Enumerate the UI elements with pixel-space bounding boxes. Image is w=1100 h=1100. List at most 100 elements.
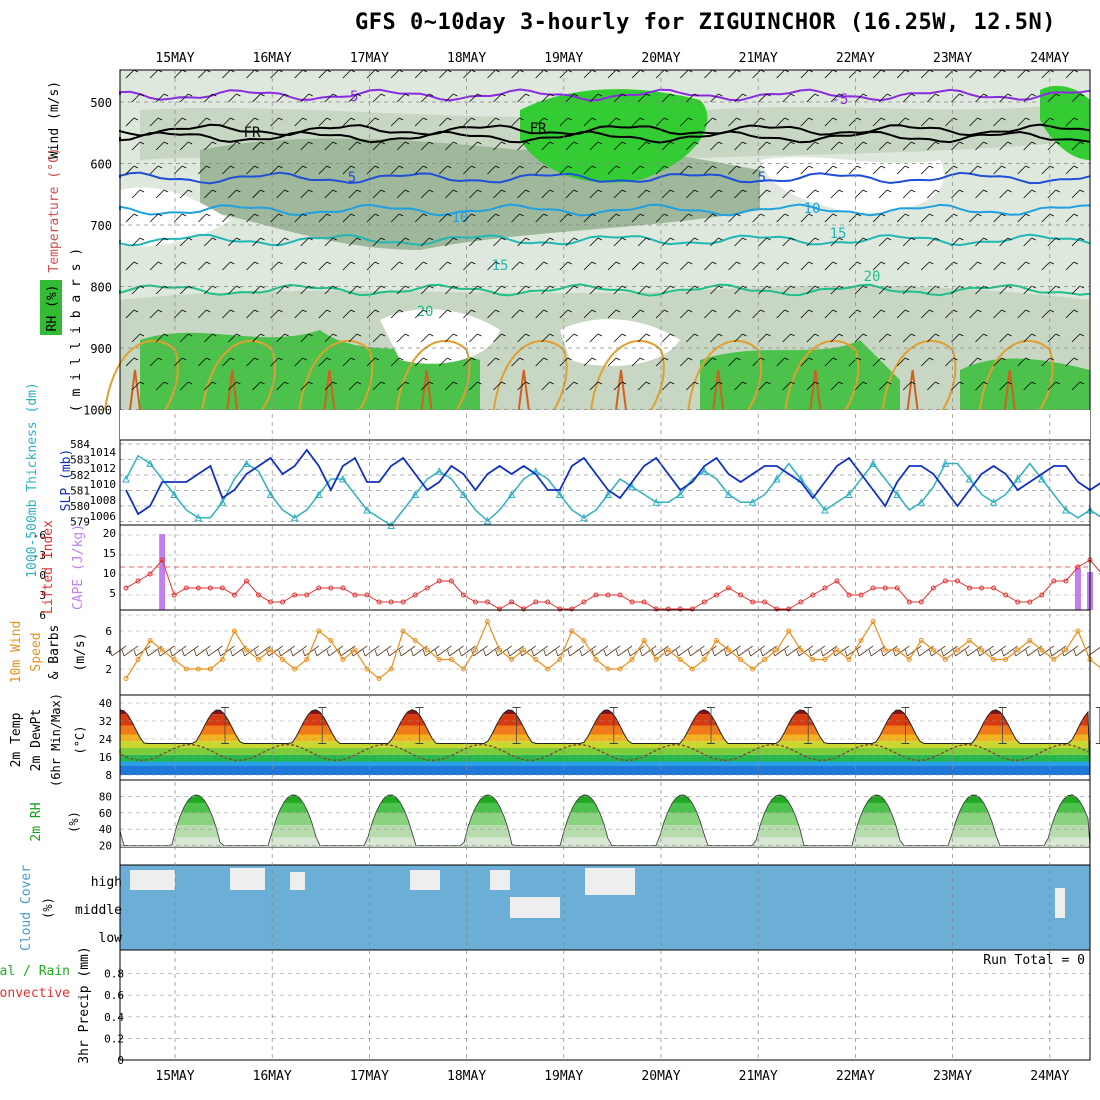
surface-wind-barb xyxy=(738,645,753,657)
surface-wind-barb xyxy=(316,645,332,657)
li-axis-label: Lifted Index xyxy=(41,520,56,614)
surface-wind-barb xyxy=(268,645,283,657)
slp-tick-1014: 1014 xyxy=(90,446,117,459)
wind-speed-point xyxy=(424,647,430,653)
thick-tick-579: 579 xyxy=(70,516,90,529)
surface-wind-barb xyxy=(690,645,705,657)
surface-wind-barb-flag xyxy=(639,649,643,657)
day-label-top-16MAY: 16MAY xyxy=(253,51,292,66)
wind-speed-point xyxy=(400,628,406,634)
precip-tick-0.8: 0.8 xyxy=(104,968,124,981)
surface-wind-barb-flag xyxy=(760,649,764,657)
surface-wind-barb-flag xyxy=(374,649,378,657)
wind-speed-point xyxy=(629,657,635,662)
surface-wind-barb-flag xyxy=(531,649,535,657)
rh-shade-10 xyxy=(380,309,500,364)
surface-wind-barb-flag xyxy=(157,649,161,657)
surface-wind-barb xyxy=(123,645,139,657)
surface-wind-barb xyxy=(979,645,994,657)
thickness-point xyxy=(339,474,347,483)
wind-speed-point xyxy=(942,657,948,662)
wind-speed-point xyxy=(858,638,864,643)
cloud-level-high: high xyxy=(91,875,122,890)
wind-speed-point xyxy=(581,638,587,643)
wind-speed-point xyxy=(1015,647,1021,653)
surface-wind-barb xyxy=(557,645,573,657)
temp-contour-6 xyxy=(119,283,1091,297)
surface-wind-barb xyxy=(931,645,946,657)
rh2m-axis-label: 2m RH xyxy=(29,802,44,841)
precip-frame xyxy=(119,949,1091,1061)
thickness-point xyxy=(459,490,468,498)
day-label-top-21MAY: 21MAY xyxy=(739,51,778,66)
li-point xyxy=(569,606,575,612)
temp-band-1 xyxy=(120,761,1090,766)
cloud-gap-7 xyxy=(1055,888,1065,918)
boundary-spike-0 xyxy=(129,369,141,411)
contour-label-p10-b: 10 xyxy=(804,201,821,217)
surface-wind-barb xyxy=(364,645,380,657)
li-point xyxy=(653,606,659,612)
li-point xyxy=(605,592,611,598)
surface-wind-barb-flag xyxy=(314,649,318,657)
li-point xyxy=(364,592,370,598)
surface-wind-barb xyxy=(196,645,211,657)
li-point xyxy=(436,578,442,584)
rh-band-0 xyxy=(120,837,1090,848)
wind-speed-point xyxy=(159,647,165,653)
slp-tick-1012: 1012 xyxy=(90,462,117,475)
day-label-top-24MAY: 24MAY xyxy=(1030,51,1069,66)
wind-speed-point xyxy=(448,657,454,662)
surface-wind-barb-flag xyxy=(856,649,860,657)
thickness-point xyxy=(893,490,902,498)
thickness-point xyxy=(483,516,492,525)
surface-wind-barb-flag xyxy=(543,649,547,657)
wind-speed-point xyxy=(834,647,840,653)
day-label-bottom-15MAY: 15MAY xyxy=(155,1069,194,1084)
thickness-point xyxy=(700,467,709,475)
contour-label-p5: 5 xyxy=(348,170,356,186)
surface-wind-barb-flag xyxy=(784,649,788,657)
wind-axis-label: Wind (m/s) xyxy=(47,81,62,159)
pres-tick-1000: 1000 xyxy=(83,404,112,418)
day-label-bottom-22MAY: 22MAY xyxy=(836,1069,875,1084)
li-point xyxy=(701,599,707,605)
surface-wind-barb xyxy=(678,645,693,657)
thickness-point xyxy=(146,459,154,467)
contour-label-fr: FR xyxy=(244,125,261,141)
li-point xyxy=(328,585,334,591)
li-point xyxy=(292,592,298,598)
surface-wind-barb-flag xyxy=(230,649,233,657)
wind-speed-point xyxy=(810,657,816,662)
surface-wind-barb-flag xyxy=(796,649,800,657)
cloud-unit: (%) xyxy=(41,897,55,919)
wind-speed-point xyxy=(231,628,237,634)
li-point xyxy=(942,578,948,584)
cloud-gap-5 xyxy=(585,868,635,895)
thickness-point xyxy=(676,490,685,498)
temp-bands xyxy=(120,709,1090,775)
thickness-point xyxy=(989,498,998,506)
thickness-point xyxy=(845,490,853,498)
wind-speed-point xyxy=(147,638,153,643)
surface-wind-barb-flag xyxy=(567,649,571,657)
precip-label-conv: Convective xyxy=(0,986,70,1001)
cape-tick-20: 20 xyxy=(103,527,116,540)
surface-wind-barb-flag xyxy=(989,649,993,657)
boundary-loop-8 xyxy=(881,340,957,411)
temp-label-3: (6hr Min/Max) xyxy=(49,693,63,787)
thickness-point xyxy=(604,490,612,498)
wind-speed-point xyxy=(183,666,189,672)
surface-wind-barb-flag xyxy=(386,649,390,657)
surface-wind-barb xyxy=(955,645,970,657)
dewpoint-line xyxy=(119,743,1089,762)
li-point xyxy=(509,599,515,605)
day-label-bottom-21MAY: 21MAY xyxy=(739,1069,778,1084)
li-point xyxy=(967,585,972,591)
wind-speed-point xyxy=(882,647,888,653)
day-label-top-18MAY: 18MAY xyxy=(447,51,486,66)
surface-wind-barb-flag xyxy=(736,649,739,657)
surface-wind-barb xyxy=(352,645,368,657)
surface-wind-barb-flag xyxy=(206,649,209,657)
